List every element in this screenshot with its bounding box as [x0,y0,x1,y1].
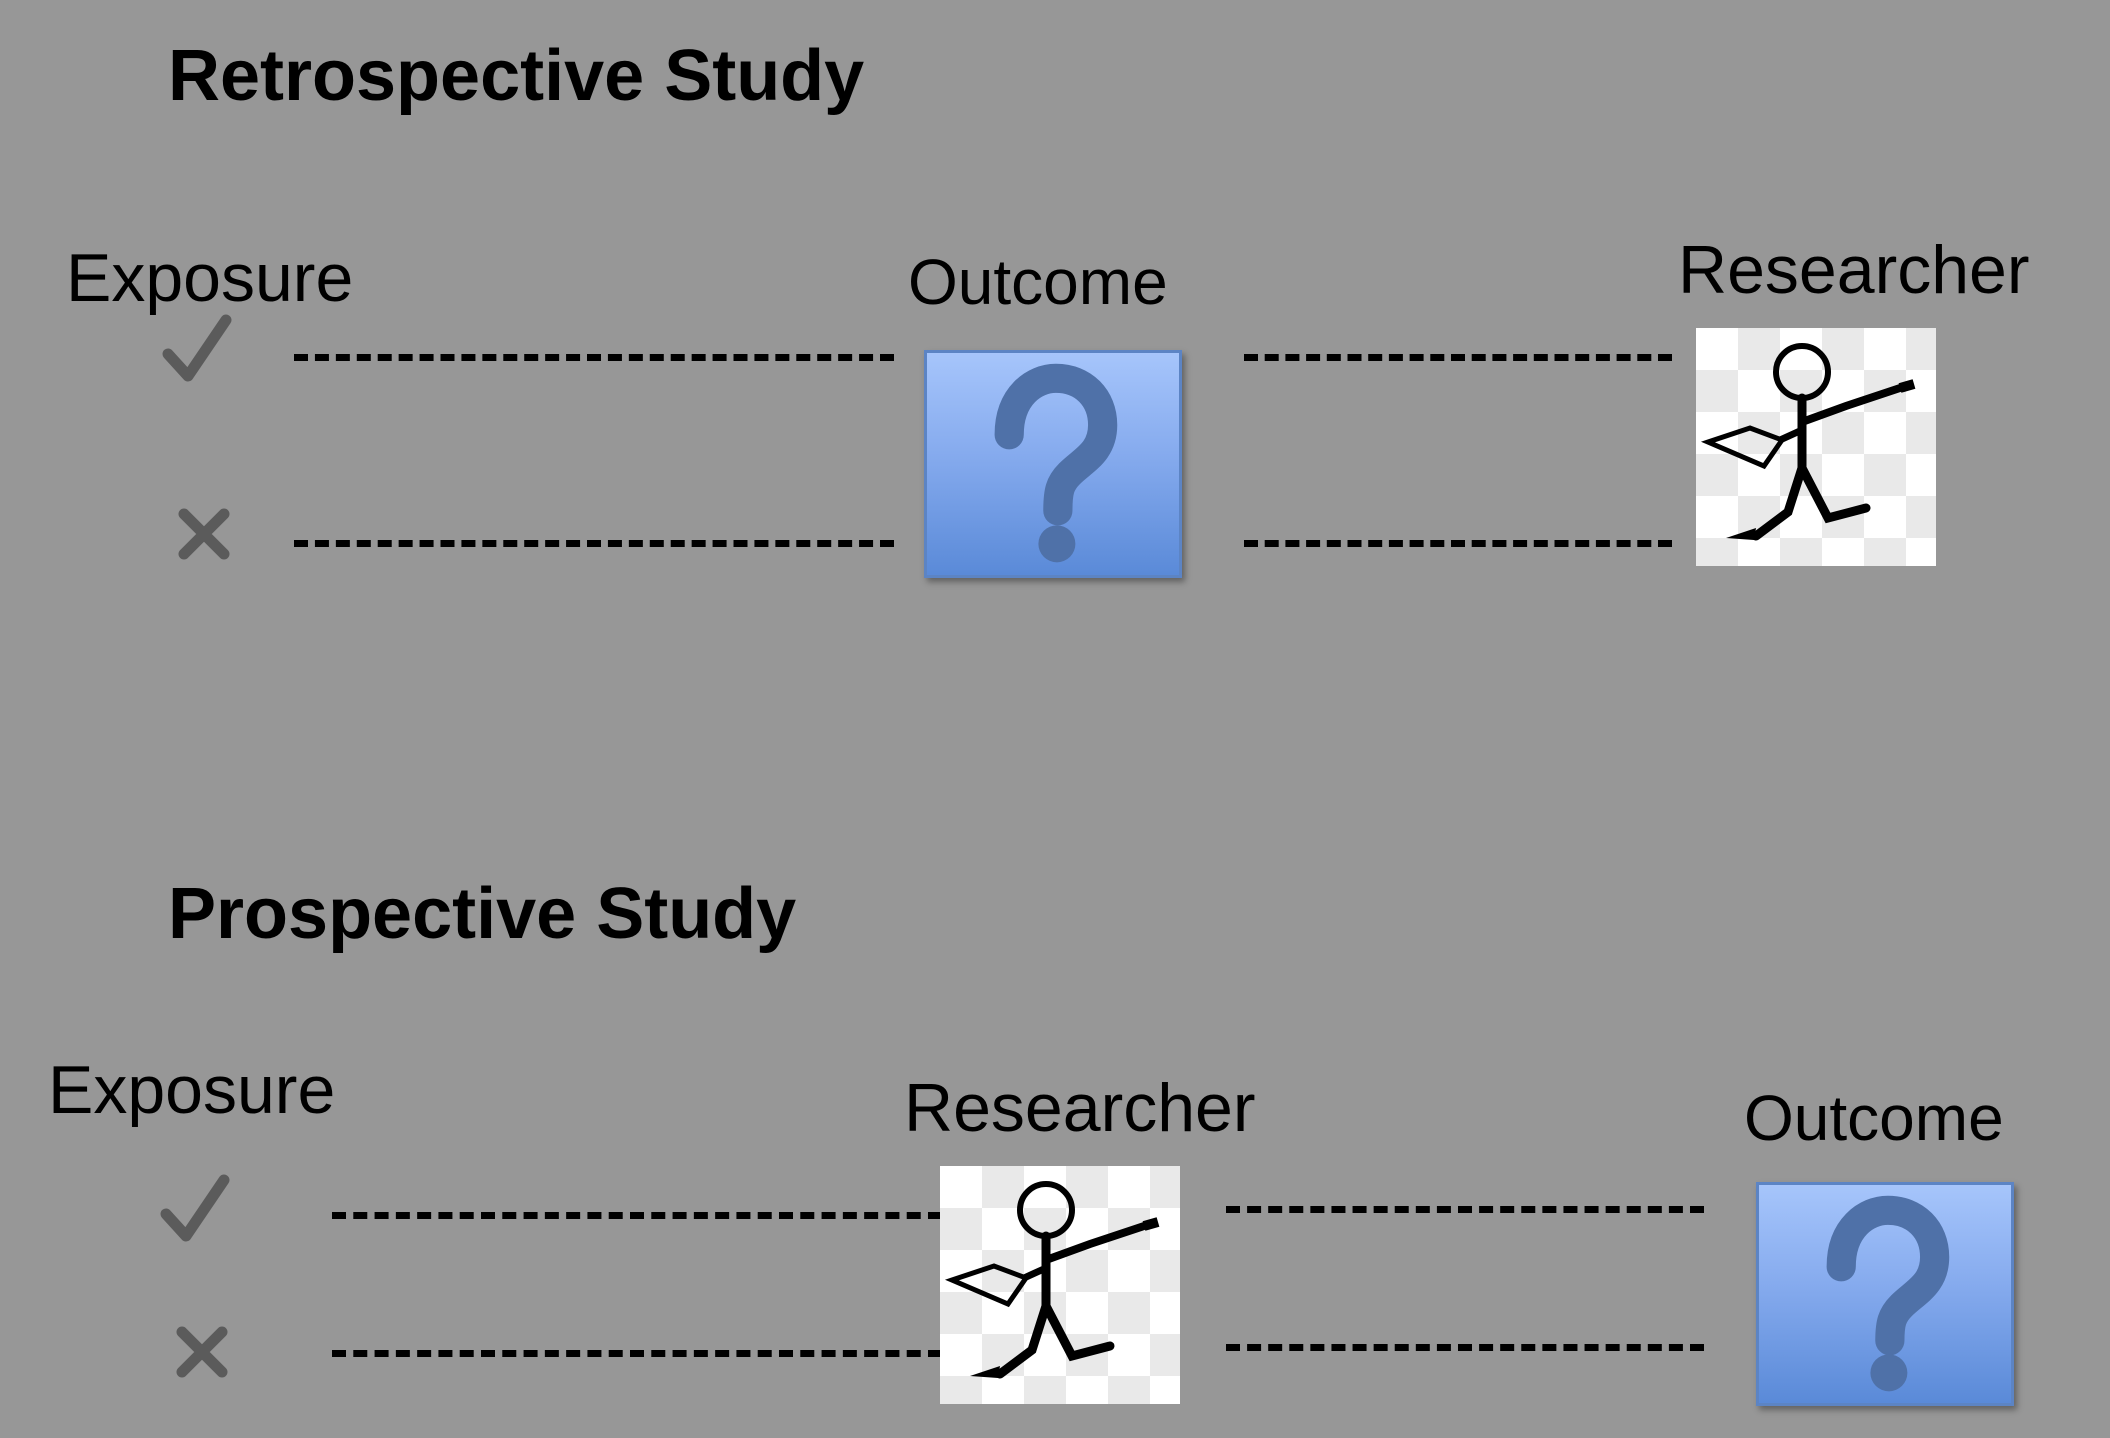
prospective-title: Prospective Study [168,874,797,954]
prospective-unexposed-cross-icon [176,1326,228,1378]
retrospective-outcome-label: Outcome [908,246,1168,318]
question-mark-icon [1826,1195,1950,1392]
retrospective-researcher-label: Researcher [1678,232,2030,308]
prospective-researcher-label: Researcher [904,1070,1256,1146]
retrospective-unexposed-cross-icon [178,508,230,560]
prospective-researcher-to-outcome-line-bottom [1226,1344,1704,1351]
retrospective-exposed-to-outcome-line [294,354,894,361]
retrospective-outcome-to-researcher-line-top [1244,354,1672,361]
prospective-researcher-to-outcome-line-top [1226,1206,1704,1213]
walking-stick-figure-icon [1700,343,1916,541]
retrospective-exposed-check-icon [162,314,232,384]
walking-stick-figure-icon [944,1181,1160,1379]
retrospective-unexposed-to-outcome-line [294,540,894,547]
prospective-outcome-question-box [1756,1182,2014,1406]
prospective-researcher-figure [940,1166,1180,1404]
retrospective-title: Retrospective Study [168,36,865,116]
prospective-exposure-label: Exposure [48,1052,336,1128]
retrospective-outcome-question-box [924,350,1182,578]
prospective-exposed-to-researcher-line [332,1212,942,1219]
prospective-outcome-label: Outcome [1744,1082,2004,1154]
retrospective-researcher-figure [1696,328,1936,566]
retrospective-outcome-to-researcher-line-bottom [1244,540,1672,547]
question-mark-icon [994,363,1118,563]
retrospective-exposure-label: Exposure [66,240,354,316]
prospective-exposed-check-icon [160,1174,230,1244]
prospective-unexposed-to-researcher-line [332,1350,942,1357]
